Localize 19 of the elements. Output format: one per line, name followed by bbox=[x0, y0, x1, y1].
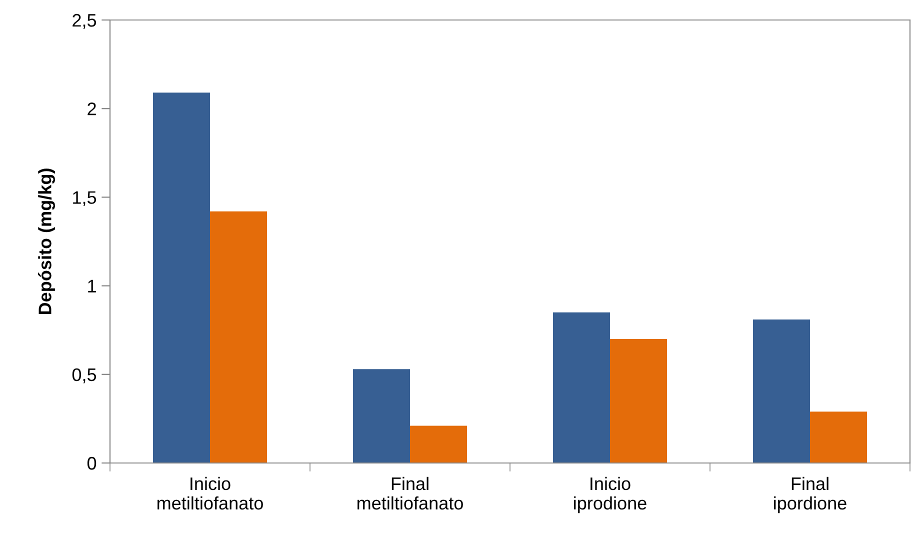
x-tick-label: Inicio metiltiofanato bbox=[158, 476, 263, 510]
y-tick-label: 2 bbox=[88, 102, 96, 116]
bar bbox=[153, 92, 210, 463]
y-tick-label: 0 bbox=[87, 456, 96, 470]
bar bbox=[753, 319, 810, 463]
x-tick-label: Final metiltiofanato bbox=[358, 476, 463, 510]
x-tick-label: Final ipordione bbox=[774, 476, 846, 514]
x-tick-label: Inicio iprodione bbox=[574, 476, 646, 514]
bar bbox=[610, 338, 667, 463]
bar bbox=[410, 426, 467, 463]
y-tick-label: 1,5 bbox=[73, 191, 96, 206]
bar bbox=[210, 211, 267, 463]
y-tick-label: 2,5 bbox=[72, 14, 96, 29]
y-tick-label: 0,5 bbox=[72, 368, 96, 384]
bar bbox=[353, 369, 410, 463]
bar bbox=[810, 412, 867, 463]
bar bbox=[553, 312, 610, 463]
y-tick-label: 1 bbox=[88, 280, 96, 292]
y-axis-title: Depósito (mg/kg) bbox=[38, 168, 56, 314]
